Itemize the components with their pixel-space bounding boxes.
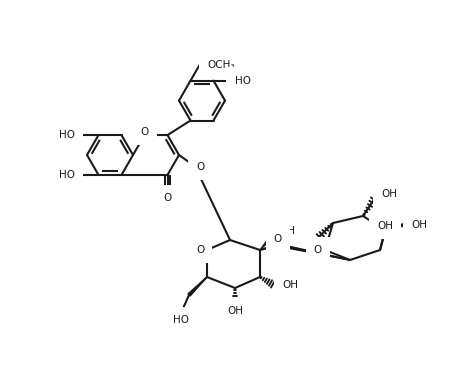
Polygon shape [260, 244, 279, 250]
Text: O: O [163, 193, 171, 203]
Text: O: O [196, 161, 204, 171]
Text: O: O [274, 234, 282, 244]
Text: OH: OH [279, 226, 295, 236]
Text: OH: OH [377, 221, 393, 231]
Text: OH: OH [282, 280, 298, 290]
Polygon shape [188, 277, 207, 296]
Text: OH: OH [227, 306, 243, 316]
Polygon shape [278, 244, 350, 260]
Text: HO: HO [59, 130, 75, 140]
Text: OCH₃: OCH₃ [208, 60, 235, 70]
Polygon shape [385, 224, 403, 230]
Polygon shape [260, 233, 275, 250]
Text: OH: OH [381, 189, 397, 199]
Text: O: O [314, 245, 322, 255]
Text: O: O [140, 127, 148, 137]
Text: HO: HO [59, 170, 75, 180]
Text: O: O [196, 245, 204, 255]
Text: HO: HO [173, 315, 189, 325]
Text: OH: OH [411, 220, 427, 230]
Text: HO: HO [234, 76, 251, 86]
